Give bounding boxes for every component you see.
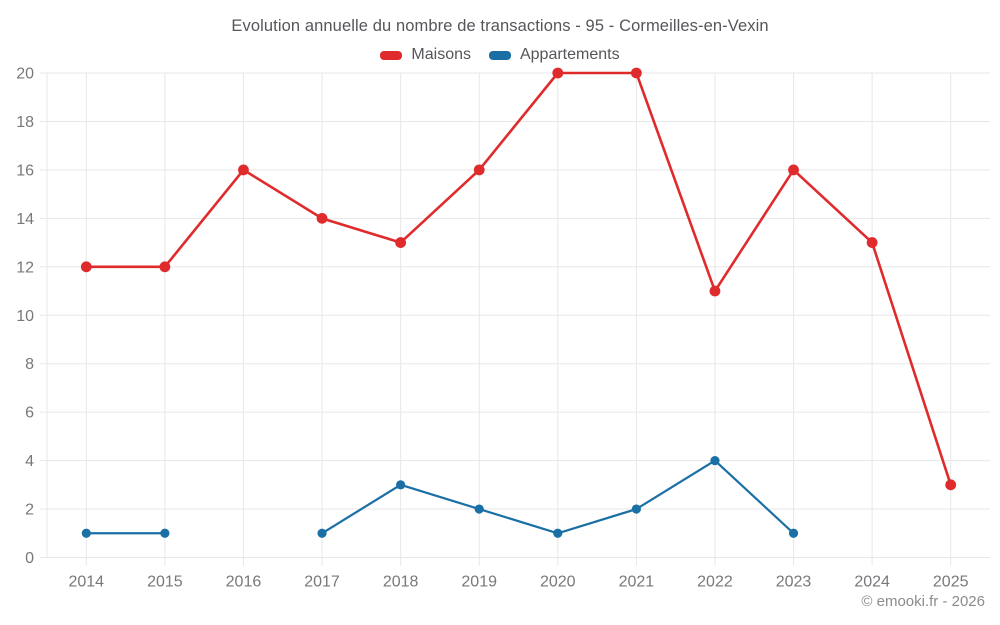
data-point-appartements-2020[interactable] — [553, 528, 563, 538]
data-point-appartements-2014[interactable] — [81, 528, 91, 538]
y-axis-label: 12 — [16, 259, 34, 276]
chart-legend: Maisons Appartements — [0, 46, 1000, 64]
data-point-maisons-2020[interactable] — [552, 67, 564, 79]
data-point-maisons-2015[interactable] — [159, 261, 171, 273]
y-axis-label: 0 — [25, 550, 34, 567]
y-axis-label: 18 — [16, 114, 34, 131]
y-axis-label: 16 — [16, 162, 34, 179]
x-axis-label: 2023 — [776, 574, 812, 591]
x-axis-label: 2014 — [68, 574, 104, 591]
x-axis-label: 2018 — [383, 574, 419, 591]
data-point-appartements-2021[interactable] — [631, 504, 641, 514]
y-axis-label: 4 — [25, 453, 34, 470]
data-point-maisons-2024[interactable] — [866, 237, 878, 248]
x-axis-label: 2022 — [697, 574, 733, 591]
x-axis-label: 2015 — [147, 574, 183, 591]
data-point-maisons-2017[interactable] — [316, 212, 328, 224]
y-axis-label: 10 — [16, 308, 34, 325]
data-point-appartements-2022[interactable] — [710, 456, 720, 466]
data-point-maisons-2022[interactable] — [709, 285, 721, 297]
legend-marker-appartements — [488, 50, 511, 60]
x-axis-label: 2021 — [619, 574, 655, 591]
data-point-maisons-2016[interactable] — [238, 164, 249, 176]
legend-item-appartements[interactable]: Appartements — [488, 46, 620, 64]
y-axis-label: 2 — [25, 502, 34, 519]
data-point-maisons-2014[interactable] — [80, 261, 92, 273]
x-axis-label: 2017 — [304, 574, 340, 591]
x-axis-label: 2024 — [854, 574, 890, 591]
legend-marker-maisons — [380, 50, 403, 60]
legend-label: Maisons — [411, 46, 471, 63]
data-point-appartements-2018[interactable] — [396, 480, 406, 490]
data-point-maisons-2018[interactable] — [395, 237, 407, 248]
x-axis-label: 2016 — [226, 574, 262, 591]
x-axis-label: 2019 — [461, 574, 497, 591]
y-axis-label: 20 — [16, 66, 34, 83]
y-axis-label: 6 — [25, 405, 34, 422]
data-point-appartements-2017[interactable] — [317, 528, 327, 538]
data-point-appartements-2023[interactable] — [788, 528, 799, 538]
y-axis-label: 14 — [16, 211, 34, 228]
legend-item-maisons[interactable]: Maisons — [380, 46, 471, 64]
copyright-credit: © emooki.fr - 2026 — [861, 593, 985, 610]
y-axis-label: 8 — [25, 356, 34, 373]
data-point-maisons-2021[interactable] — [630, 67, 642, 79]
x-axis-label: 2020 — [540, 574, 576, 591]
data-point-maisons-2019[interactable] — [473, 164, 485, 176]
data-point-appartements-2015[interactable] — [160, 528, 170, 538]
x-axis-label: 2025 — [933, 574, 969, 591]
chart-title: Evolution annuelle du nombre de transact… — [231, 17, 769, 35]
series-line-maisons — [84, 71, 953, 487]
data-point-maisons-2023[interactable] — [788, 164, 799, 176]
data-point-maisons-2025[interactable] — [945, 479, 957, 491]
legend-label: Appartements — [519, 46, 620, 63]
data-point-appartements-2019[interactable] — [474, 504, 484, 514]
